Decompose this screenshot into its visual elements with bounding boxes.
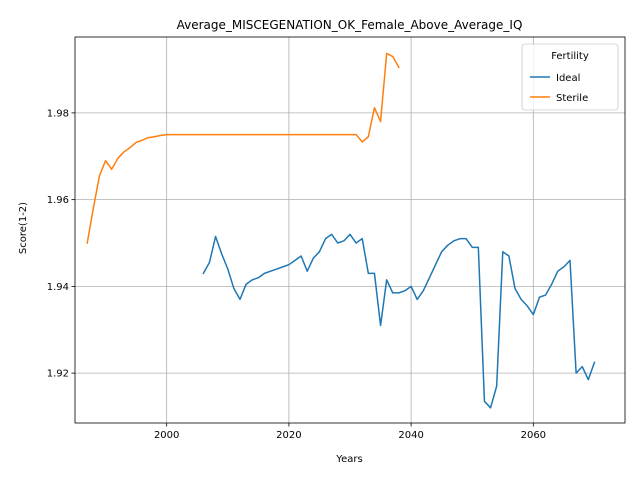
x-axis-label: Years [335,454,362,465]
y-tick-label: 1.98 [47,108,69,119]
x-tick-label: 2000 [154,430,179,441]
series-line-sterile [86,52,400,244]
legend-label-sterile: Sterile [556,93,588,104]
y-axis-label: Score(1-2) [18,202,29,254]
chart-title: Average_MISCEGENATION_OK_Female_Above_Av… [177,18,523,32]
y-tick-label: 1.92 [47,369,69,380]
legend-box [521,43,619,111]
x-tick-label: 2060 [521,430,546,441]
y-tick-label: 1.96 [47,195,69,206]
legend: Fertility Ideal Sterile [521,43,619,111]
legend-label-ideal: Ideal [556,73,580,84]
x-tick-label: 2040 [398,430,423,441]
ticks: 2000 2020 2040 2060 1.92 1.94 1.96 1.98 [47,108,546,441]
legend-title: Fertility [551,51,589,62]
plot-frame [74,36,626,424]
y-tick-label: 1.94 [47,282,69,293]
series-lines [86,52,596,409]
x-tick-label: 2020 [276,430,301,441]
series-line-ideal [202,233,596,409]
